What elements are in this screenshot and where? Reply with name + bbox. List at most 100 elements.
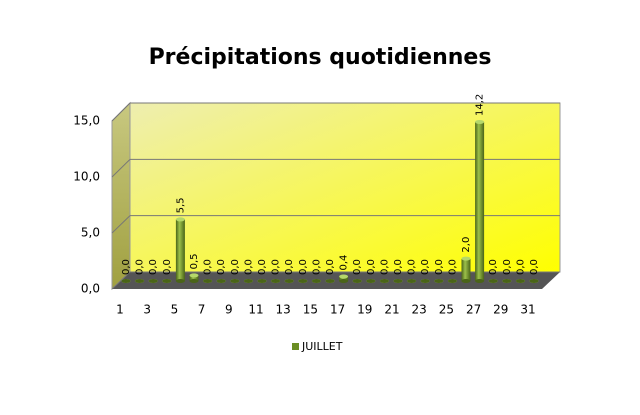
bar-bottom (284, 279, 294, 283)
bar (488, 279, 498, 283)
bar-body (189, 275, 199, 281)
value-label: 0,0 (135, 259, 146, 275)
value-label: 0,0 (298, 259, 309, 275)
value-label: 0,0 (420, 259, 431, 275)
y-tick-label: 15,0 (73, 114, 100, 128)
bar (298, 279, 308, 283)
bar (366, 279, 376, 283)
x-tick-label: 1 (116, 303, 124, 317)
bar-bottom (352, 279, 362, 283)
bar (175, 217, 185, 283)
legend-swatch (292, 343, 299, 350)
bar (230, 279, 240, 283)
value-label: 0,0 (325, 259, 336, 275)
bar-bottom (366, 279, 376, 283)
bar-bottom (447, 279, 457, 283)
bar (243, 279, 253, 283)
bar-bottom (162, 279, 172, 283)
bar (135, 279, 145, 283)
bar-bottom (461, 279, 471, 283)
bar (162, 279, 172, 283)
bar (420, 279, 430, 283)
bar (121, 279, 131, 283)
bar (393, 279, 403, 283)
bar (325, 279, 335, 283)
legend: JUILLET (292, 340, 343, 353)
bar-bottom (175, 279, 185, 283)
value-label: 0,0 (216, 259, 227, 275)
bar (339, 274, 349, 283)
bar-bottom (135, 279, 145, 283)
grid-line (111, 158, 131, 178)
value-label: 2,0 (461, 237, 472, 253)
bar-bottom (475, 279, 485, 283)
bar (311, 279, 321, 283)
bar (502, 279, 512, 283)
bar-bottom (121, 279, 131, 283)
bar-bottom (271, 279, 281, 283)
bar-bottom (325, 279, 335, 283)
x-tick-label: 15 (303, 303, 318, 317)
bar-top (189, 273, 199, 278)
bar (515, 279, 525, 283)
bar-top (461, 256, 471, 261)
x-tick-label: 19 (357, 303, 372, 317)
bar (447, 279, 457, 283)
bar-body (475, 121, 485, 282)
bar (434, 279, 444, 283)
bar-bottom (420, 279, 430, 283)
bar-bottom (203, 279, 213, 283)
bar-top (175, 217, 185, 222)
bar-body (175, 219, 185, 281)
bar (407, 279, 417, 283)
value-label: 0,0 (243, 259, 254, 275)
x-tick-label: 3 (143, 303, 151, 317)
value-label: 0,0 (203, 259, 214, 275)
value-label: 0,0 (121, 259, 132, 275)
bar-bottom (488, 279, 498, 283)
bar-bottom (311, 279, 321, 283)
y-tick-label: 5,0 (81, 226, 100, 240)
bar-bottom (148, 279, 158, 283)
bar-bottom (515, 279, 525, 283)
x-tick-label: 29 (493, 303, 508, 317)
bar-bottom (243, 279, 253, 283)
value-label: 0,0 (366, 259, 377, 275)
bar (461, 256, 471, 283)
floor (112, 272, 560, 289)
value-label: 0,0 (311, 259, 322, 275)
grid-line (111, 215, 131, 234)
bar-bottom (529, 279, 539, 283)
bar-bottom (434, 279, 444, 283)
x-tick-label: 13 (276, 303, 291, 317)
value-label: 0,0 (230, 259, 241, 275)
value-label: 0,0 (515, 259, 526, 275)
bar-bottom (230, 279, 240, 283)
bar-top (339, 274, 349, 279)
bar (189, 273, 199, 283)
value-label: 0,0 (284, 259, 295, 275)
bar-top (475, 119, 485, 124)
x-tick-label: 21 (384, 303, 399, 317)
x-tick-label: 7 (198, 303, 206, 317)
value-label: 14,2 (475, 94, 486, 116)
x-tick-label: 25 (439, 303, 454, 317)
bar (352, 279, 362, 283)
grid-line (111, 102, 131, 122)
bar-bottom (379, 279, 389, 283)
bar-bottom (502, 279, 512, 283)
value-label: 0,0 (257, 259, 268, 275)
bar-bottom (393, 279, 403, 283)
bar (284, 279, 294, 283)
value-label: 0,5 (189, 253, 200, 269)
value-label: 0,0 (434, 259, 445, 275)
x-tick-label: 9 (225, 303, 233, 317)
value-label: 0,4 (339, 255, 350, 271)
bar (529, 279, 539, 283)
bar-bottom (407, 279, 417, 283)
bar-bottom (298, 279, 308, 283)
value-label: 5,5 (175, 197, 186, 213)
value-label: 0,0 (379, 259, 390, 275)
x-tick-label: 31 (520, 303, 535, 317)
